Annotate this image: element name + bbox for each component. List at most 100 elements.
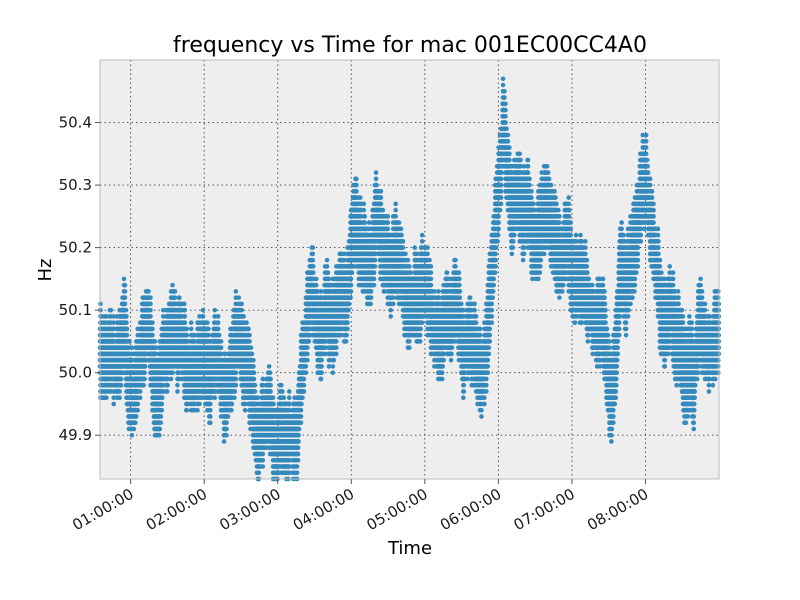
data-point <box>170 370 175 375</box>
chart-title: frequency vs Time for mac 001EC00CC4A0 <box>173 33 647 58</box>
data-point <box>301 382 307 388</box>
data-point <box>218 339 224 344</box>
data-point <box>239 307 244 313</box>
data-point <box>233 370 239 375</box>
data-point <box>260 457 266 463</box>
data-point <box>215 326 221 332</box>
data-point <box>255 395 261 401</box>
data-point <box>267 370 273 375</box>
data-point <box>165 382 170 388</box>
data-point <box>182 320 188 325</box>
data-point <box>205 320 210 325</box>
data-point <box>310 257 316 263</box>
data-point <box>279 382 284 388</box>
data-point <box>270 395 276 401</box>
data-point <box>124 332 130 338</box>
data-point <box>168 376 174 382</box>
data-point <box>124 320 129 325</box>
data-point <box>241 314 246 319</box>
data-point <box>224 420 229 426</box>
data-point <box>111 401 117 407</box>
data-point <box>256 470 262 476</box>
data-point <box>247 339 252 344</box>
data-point <box>137 395 143 401</box>
data-point <box>117 389 122 394</box>
data-point <box>251 364 256 369</box>
data-point <box>247 332 252 338</box>
data-point <box>296 432 301 438</box>
data-point <box>188 326 194 332</box>
data-point <box>242 407 248 413</box>
data-point <box>212 395 218 401</box>
data-point <box>142 364 148 369</box>
data-point <box>129 432 135 438</box>
data-point <box>295 457 301 463</box>
data-point <box>159 395 165 401</box>
data-point <box>286 401 292 407</box>
data-point <box>306 339 312 344</box>
data-point <box>127 339 132 344</box>
data-point <box>133 420 138 426</box>
data-point <box>152 339 158 344</box>
data-point <box>122 295 128 300</box>
data-point <box>310 245 316 250</box>
data-point <box>148 307 153 313</box>
data-point <box>123 307 129 313</box>
data-point <box>182 307 188 313</box>
data-point <box>118 382 124 388</box>
data-point <box>177 295 182 300</box>
data-point <box>150 326 155 332</box>
data-point <box>104 395 109 401</box>
data-point <box>294 470 300 476</box>
data-point <box>184 326 190 332</box>
plot-area <box>100 60 719 479</box>
data-point <box>260 464 266 469</box>
data-point <box>268 389 273 394</box>
data-point <box>303 370 309 375</box>
data-point <box>303 364 309 369</box>
data-point <box>172 295 178 300</box>
data-point <box>326 364 332 369</box>
data-point <box>239 301 244 307</box>
data-point <box>310 251 316 257</box>
data-point <box>281 395 287 401</box>
data-point <box>158 420 164 426</box>
data-point <box>305 357 310 363</box>
data-point <box>248 345 254 350</box>
data-point <box>232 389 238 394</box>
data-point <box>175 382 180 388</box>
data-point <box>157 426 163 432</box>
data-point <box>224 426 229 432</box>
data-point <box>124 326 130 332</box>
data-point <box>252 382 258 388</box>
data-point <box>142 376 147 382</box>
data-point <box>246 326 251 332</box>
data-point <box>159 401 165 407</box>
data-point <box>249 351 255 357</box>
data-point <box>124 314 129 319</box>
data-point <box>271 401 276 407</box>
data-point <box>280 389 285 394</box>
data-point <box>108 307 114 313</box>
data-point <box>330 370 336 375</box>
data-point <box>164 389 170 394</box>
data-point <box>251 357 256 363</box>
data-points <box>97 76 722 482</box>
data-point <box>295 451 301 457</box>
data-point <box>111 320 117 325</box>
data-point <box>298 414 304 419</box>
data-point <box>286 395 292 401</box>
data-point <box>135 401 141 407</box>
data-point <box>300 395 305 401</box>
data-point <box>121 276 127 282</box>
data-point <box>233 382 239 388</box>
data-point <box>117 395 122 401</box>
data-point <box>224 432 229 438</box>
data-point <box>208 401 213 407</box>
data-point <box>295 445 301 451</box>
data-point <box>330 364 336 369</box>
data-point <box>111 314 117 319</box>
data-point <box>133 414 139 419</box>
data-point <box>251 370 257 375</box>
data-point <box>131 426 137 432</box>
